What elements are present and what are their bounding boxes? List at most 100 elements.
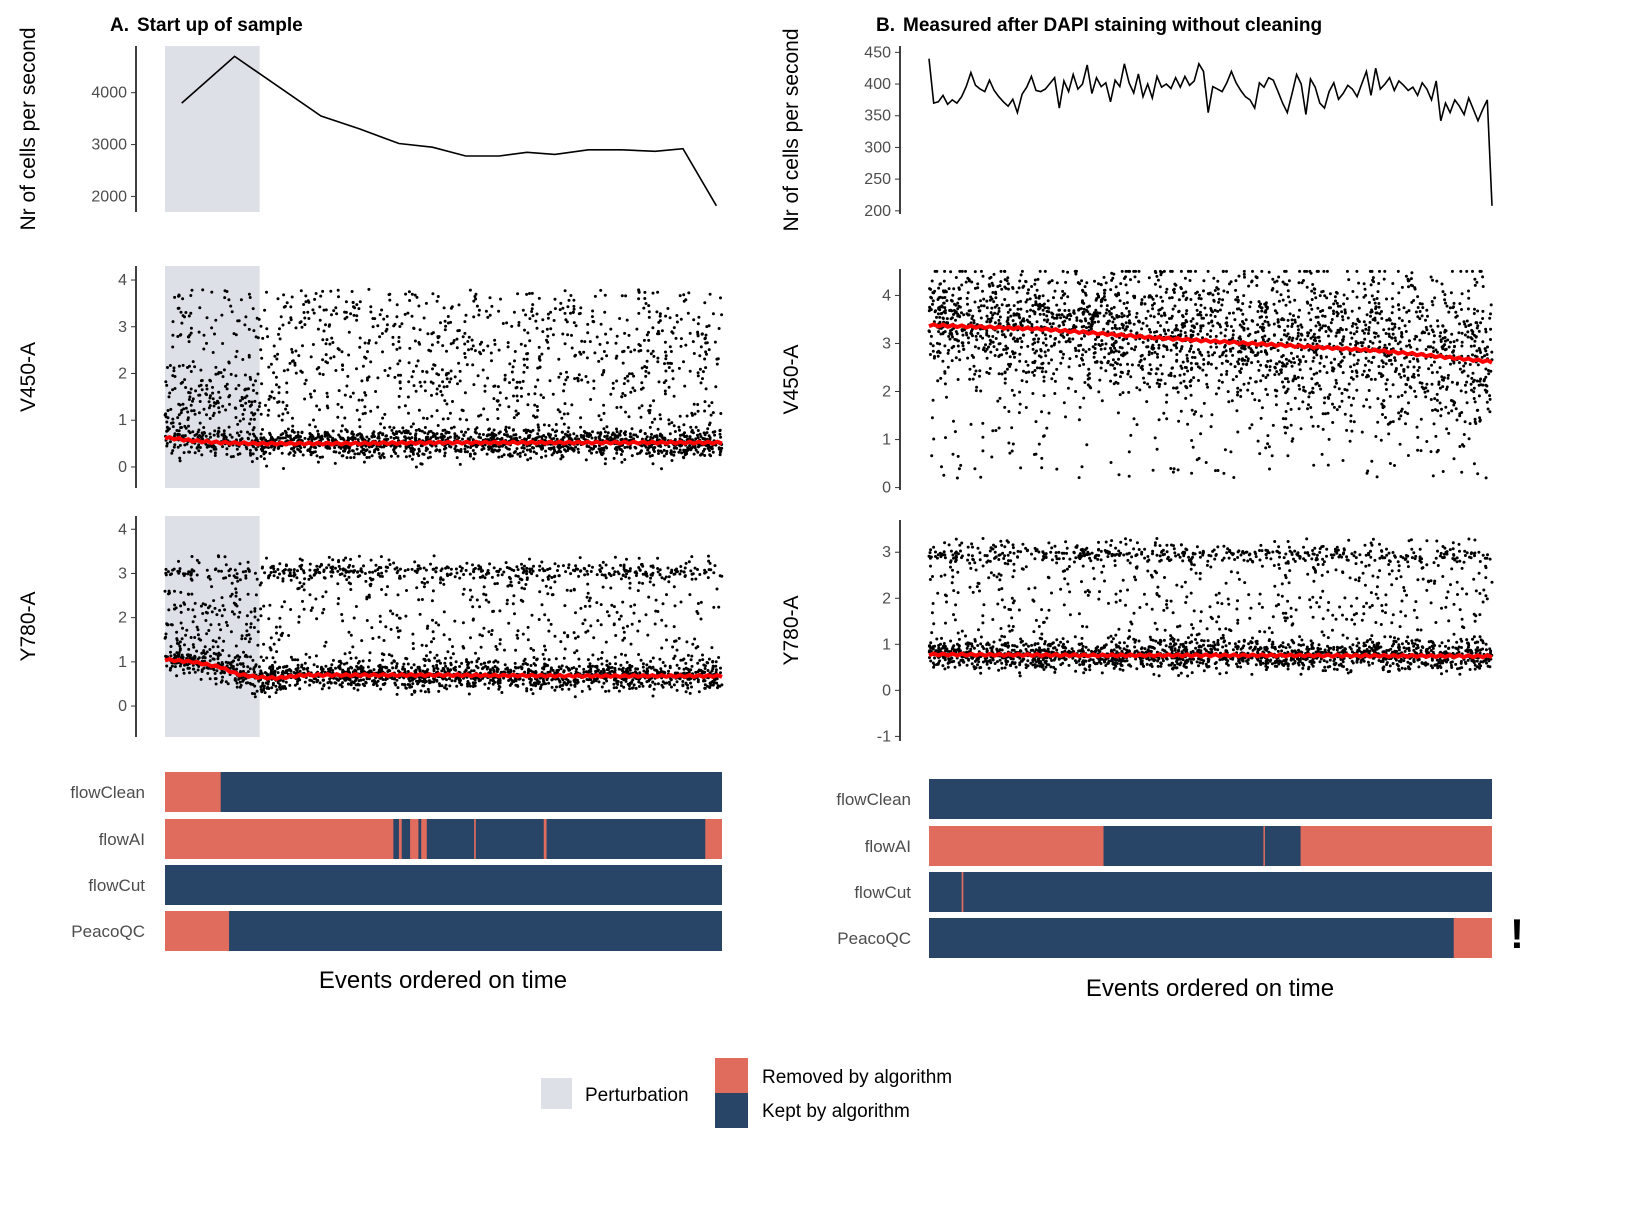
scatter-point xyxy=(718,432,722,436)
scatter-point xyxy=(473,681,477,685)
scatter-point xyxy=(475,426,479,430)
scatter-point xyxy=(343,652,347,656)
scatter-point xyxy=(410,436,414,440)
scatter-point xyxy=(336,415,340,419)
scatter-point xyxy=(205,611,209,615)
scatter-point xyxy=(347,447,351,450)
scatter-point xyxy=(461,409,465,413)
scatter-point xyxy=(488,562,492,566)
scatter-point xyxy=(706,576,710,580)
scatter-point xyxy=(197,561,201,565)
scatter-point xyxy=(474,431,478,435)
scatter-point xyxy=(367,287,371,291)
scatter-point xyxy=(259,607,263,611)
scatter-point xyxy=(183,434,187,438)
scatter-point xyxy=(467,348,470,352)
scatter-point xyxy=(698,367,702,371)
scatter-point xyxy=(333,446,337,450)
scatter-point xyxy=(188,450,191,454)
scatter-point xyxy=(218,608,222,612)
scatter-point xyxy=(454,567,458,571)
scatter-point xyxy=(690,428,694,432)
scatter-point xyxy=(466,682,469,686)
scatter-point xyxy=(651,656,655,660)
scatter-point xyxy=(594,678,598,681)
scatter-point xyxy=(176,335,180,338)
scatter-point xyxy=(511,365,515,369)
scatter-point xyxy=(628,581,632,585)
scatter-point xyxy=(257,317,261,321)
scatter-point xyxy=(587,665,590,669)
scatter-point xyxy=(437,384,441,388)
scatter-point xyxy=(324,353,328,357)
scatter-point xyxy=(332,309,336,313)
scatter-point xyxy=(230,310,234,314)
scatter-point xyxy=(406,311,410,315)
scatter-point xyxy=(253,412,257,416)
scatter-point xyxy=(386,566,390,569)
scatter-point xyxy=(234,387,238,391)
scatter-point xyxy=(683,575,687,578)
scatter-point xyxy=(487,600,491,604)
scatter-point xyxy=(223,289,227,293)
scatter-point xyxy=(220,313,224,317)
scatter-point xyxy=(360,398,364,402)
scatter-point xyxy=(396,454,400,458)
scatter-point xyxy=(402,574,406,578)
scatter-point xyxy=(193,433,197,437)
scatter-point xyxy=(312,680,316,684)
scatter-point xyxy=(582,566,586,570)
scatter-point xyxy=(356,688,360,692)
scatter-point xyxy=(196,435,200,439)
scatter-point xyxy=(679,337,683,341)
scatter-point xyxy=(453,432,457,436)
scatter-point xyxy=(572,631,576,635)
scatter-point xyxy=(287,321,291,325)
scatter-point xyxy=(314,654,318,658)
scatter-point xyxy=(442,447,446,451)
scatter-point xyxy=(336,288,340,292)
scatter-point xyxy=(424,449,428,452)
scatter-point xyxy=(400,322,404,326)
scatter-point xyxy=(551,392,555,396)
scatter-point xyxy=(696,450,700,454)
scatter-point xyxy=(352,616,356,620)
scatter-point xyxy=(274,684,278,688)
scatter-point xyxy=(389,435,393,439)
scatter-point xyxy=(363,411,367,415)
scatter-point xyxy=(437,689,441,693)
scatter-point xyxy=(549,310,553,314)
scatter-point xyxy=(707,324,711,328)
scatter-point xyxy=(672,446,676,450)
scatter-point xyxy=(615,448,619,452)
scatter-point xyxy=(472,383,476,387)
scatter-point xyxy=(214,318,218,322)
scatter-point xyxy=(707,559,711,563)
scatter-point xyxy=(660,450,664,454)
scatter-point xyxy=(263,571,267,575)
scatter-point xyxy=(542,657,546,661)
scatter-point xyxy=(586,380,590,384)
scatter-point xyxy=(361,451,365,455)
scatter-point xyxy=(303,382,307,386)
scatter-point xyxy=(354,656,358,660)
scatter-point xyxy=(700,332,704,336)
scatter-point xyxy=(606,665,610,669)
scatter-point xyxy=(270,390,274,394)
scatter-point xyxy=(190,555,194,558)
scatter-point xyxy=(515,413,519,417)
scatter-point xyxy=(169,645,173,648)
scatter-point xyxy=(506,341,510,345)
scatter-point xyxy=(410,292,414,296)
scatter-point xyxy=(175,674,179,678)
scatter-point xyxy=(208,394,212,398)
scatter-point xyxy=(288,361,292,365)
scatter-point xyxy=(605,354,609,358)
scatter-point xyxy=(586,629,590,633)
scatter-point xyxy=(603,310,607,314)
scatter-point xyxy=(248,681,252,685)
scatter-point xyxy=(586,322,590,326)
scatter-point xyxy=(164,412,168,416)
scatter-point xyxy=(601,560,605,564)
scatter-point xyxy=(529,456,533,460)
